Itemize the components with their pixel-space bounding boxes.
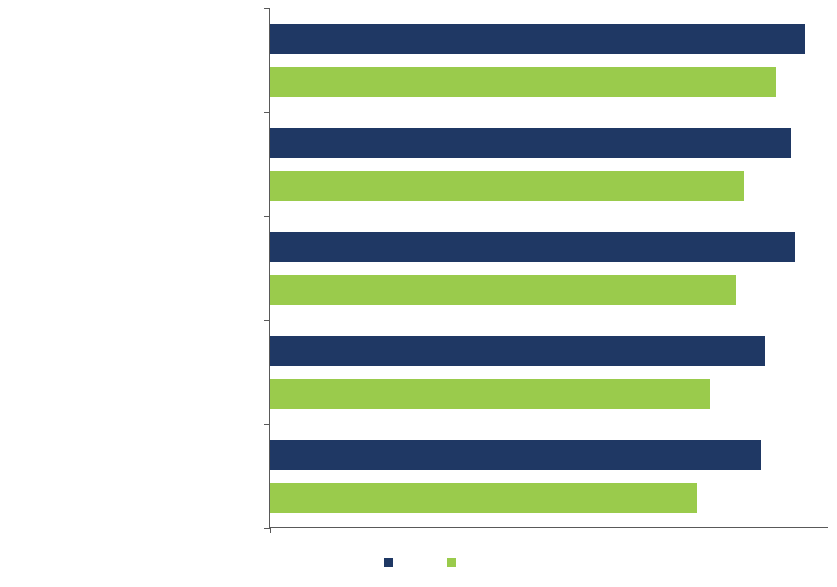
bar-s1 [270, 440, 761, 470]
bar-s1 [270, 128, 791, 158]
chart-frame [0, 0, 837, 587]
y-axis-tick [264, 8, 270, 9]
y-axis-tick [264, 216, 270, 217]
y-axis-tick [264, 112, 270, 113]
bar-s2 [270, 171, 744, 201]
legend-swatch [447, 558, 456, 567]
bar-s2 [270, 67, 776, 97]
y-axis-tick [264, 320, 270, 321]
bar-s1 [270, 24, 805, 54]
legend [384, 558, 462, 567]
y-axis-tick [264, 528, 270, 529]
bar-s1 [270, 232, 795, 262]
y-axis-tick [264, 424, 270, 425]
plot-area [269, 8, 828, 528]
bar-s1 [270, 336, 765, 366]
legend-item-s2 [447, 558, 462, 567]
legend-item-s1 [384, 558, 399, 567]
x-axis-tick [270, 527, 271, 533]
bar-s2 [270, 379, 710, 409]
bar-s2 [270, 275, 736, 305]
bar-s2 [270, 483, 697, 513]
legend-swatch [384, 558, 393, 567]
